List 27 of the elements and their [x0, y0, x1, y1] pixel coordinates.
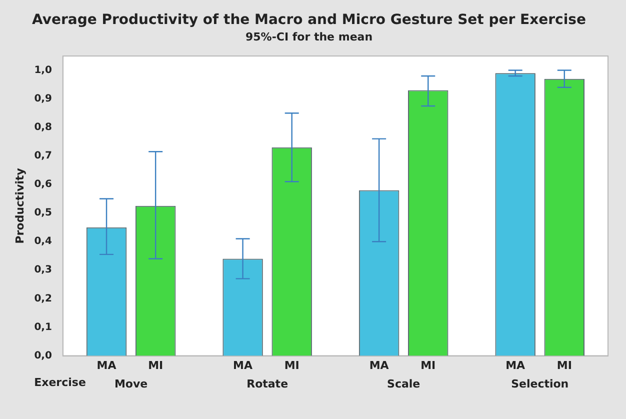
x-tick-label: Rotate [246, 377, 288, 390]
series-label: MI [148, 359, 164, 372]
x-axis-title: Exercise [34, 376, 86, 390]
y-tick-label: 0,0 [34, 350, 52, 362]
y-axis-title: Productivity [13, 168, 26, 244]
text: MA [506, 359, 526, 372]
text: MI [556, 359, 572, 372]
y-tick-label: 0,2 [34, 293, 52, 304]
y-tick-label: 0,3 [34, 264, 52, 276]
x-tick-label: Selection [511, 377, 569, 390]
y-tick-label: 0,8 [34, 122, 52, 133]
text: MA [233, 359, 253, 372]
y-tick-label: 0,5 [34, 208, 52, 219]
y-tick-label: 0,7 [34, 150, 52, 162]
y-tick-label: 0,1 [34, 322, 52, 333]
y-tick-label: 1,0 [34, 64, 52, 76]
x-tick-label: Scale [387, 377, 420, 390]
chart-subtitle: 95%-CI for the mean [245, 30, 373, 44]
x-tick-label: Move [114, 377, 148, 390]
text: MA [369, 359, 389, 372]
series-label: MA [96, 359, 117, 372]
text: MI [284, 359, 300, 372]
y-tick-label: 0,4 [34, 236, 52, 248]
chart-title: Average Productivity of the Macro and Micro Gesture Set per Exercise [32, 12, 586, 28]
text: MI [420, 359, 436, 372]
y-tick-label: 0,9 [34, 93, 52, 104]
y-tick-label: 0,6 [34, 179, 52, 190]
